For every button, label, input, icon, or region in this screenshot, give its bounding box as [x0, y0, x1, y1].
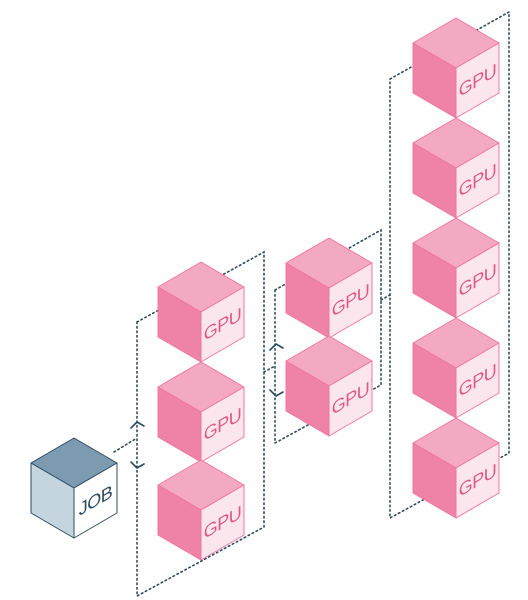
job-cube: JOB: [30, 437, 118, 539]
cube-right-face: [455, 42, 500, 119]
cube-right-face: [328, 360, 373, 437]
down-chevron-icon: [269, 389, 284, 397]
cube-right-face: [328, 262, 373, 339]
gpu-cube-column-3-5: GPU: [412, 417, 500, 519]
down-chevron-icon: [130, 461, 145, 469]
cube-right-face: [200, 286, 245, 363]
gpu-cube-column-2-1: GPU: [285, 237, 373, 339]
gpu-cube-column-2-2: GPU: [285, 335, 373, 437]
gpu-cube-column-1-3: GPU: [157, 459, 245, 561]
cube-right-face: [200, 484, 245, 561]
connector-job-to-column-1: [113, 437, 138, 453]
gpu-cube-column-1-1: GPU: [157, 261, 245, 363]
cube-right-face: [455, 442, 500, 519]
connector-column-1-to-column-2: [263, 365, 276, 373]
gpu-cube-column-3-4: GPU: [412, 317, 500, 419]
gpu-cube-column-3-2: GPU: [412, 117, 500, 219]
connector-column-2-to-column-3: [380, 294, 391, 301]
cube-right-face: [455, 242, 500, 319]
up-chevron-icon: [130, 421, 145, 429]
cube-right-face: [200, 386, 245, 463]
gpu-cube-column-1-2: GPU: [157, 361, 245, 463]
gpu-cube-column-3-1: GPU: [412, 17, 500, 119]
cube-right-face: [73, 462, 118, 539]
cube-right-face: [455, 342, 500, 419]
gpu-cube-column-3-3: GPU: [412, 217, 500, 319]
cube-right-face: [455, 142, 500, 219]
up-chevron-icon: [269, 343, 284, 351]
